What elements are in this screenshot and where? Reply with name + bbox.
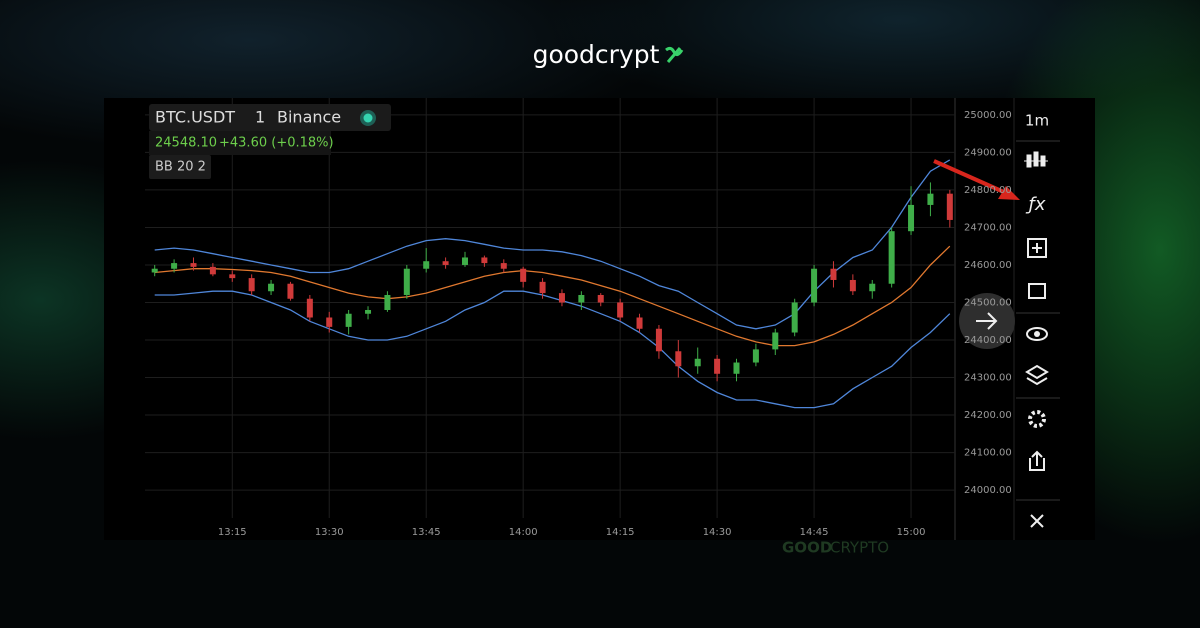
candle-body [481, 257, 488, 264]
candle-body [442, 261, 449, 265]
y-tick-label: 24200.00 [964, 410, 1012, 421]
candles-button[interactable] [1024, 151, 1048, 168]
annotation-arrow [933, 159, 1007, 195]
x-tick-label: 13:30 [315, 527, 344, 538]
candle-body [151, 268, 158, 273]
y-tick-label: 24000.00 [964, 485, 1012, 496]
candle-body [209, 266, 216, 275]
scroll-arrow [976, 312, 998, 330]
status-dot [363, 113, 373, 123]
x-tick-label: 14:45 [800, 527, 829, 538]
price-change: +43.60 (+0.18%) [219, 136, 334, 151]
y-tick-label: 25000.00 [964, 110, 1012, 121]
x-tick-label: 14:15 [606, 527, 635, 538]
candle-body [578, 294, 585, 303]
candle-body [345, 313, 352, 327]
candle-body [694, 358, 701, 367]
interval[interactable]: 1 [255, 108, 265, 127]
candle-body [384, 294, 391, 310]
y-tick-label: 24100.00 [964, 448, 1012, 459]
candle-body [888, 231, 895, 284]
x-tick-label: 15:00 [897, 527, 926, 538]
candle-body [733, 362, 740, 374]
candle-body [617, 302, 624, 318]
x-tick-label: 13:45 [412, 527, 441, 538]
candle-body [268, 283, 275, 292]
y-tick-label: 24800.00 [964, 185, 1012, 196]
legend-bg [149, 104, 391, 131]
candle-body [229, 274, 236, 279]
band-line [154, 159, 951, 330]
y-tick-label: 24500.00 [964, 297, 1012, 308]
candle-body [461, 257, 468, 265]
candle-body [772, 332, 779, 350]
candle-body [927, 193, 934, 205]
y-tick-label: 24300.00 [964, 373, 1012, 384]
drawing-button[interactable] [1027, 238, 1047, 258]
candle-body [558, 293, 565, 303]
candle-body [869, 283, 876, 292]
candle-body [597, 294, 604, 303]
visibility-button[interactable] [1026, 327, 1048, 341]
candle-body [326, 317, 333, 327]
candle-body [946, 193, 953, 220]
candle-body [171, 263, 178, 269]
settings-button[interactable] [1028, 410, 1046, 428]
x-tick-label: 13:15 [218, 527, 247, 538]
y-tick-label: 24400.00 [964, 335, 1012, 346]
visibility-pupil [1034, 331, 1040, 337]
price-bg [149, 131, 331, 155]
candle-body [714, 358, 721, 374]
interval-button[interactable]: 1m [1025, 112, 1049, 130]
candle-body [849, 279, 856, 292]
y-tick-label: 24600.00 [964, 260, 1012, 271]
candle-body [287, 283, 294, 299]
close-button[interactable] [1030, 514, 1044, 528]
x-tick-label: 14:30 [703, 527, 732, 538]
candle-body [811, 268, 818, 303]
chart-panel [104, 98, 1095, 540]
template-button[interactable] [1028, 283, 1046, 299]
candle-body [655, 328, 662, 352]
share-button[interactable] [1029, 450, 1045, 471]
indicator-bg [149, 155, 211, 179]
candle-body [365, 309, 372, 314]
x-tick-label: 14:00 [509, 527, 538, 538]
indicators-button[interactable]: ƒx [1026, 194, 1046, 215]
candle-body [791, 302, 798, 333]
y-tick-label: 24700.00 [964, 222, 1012, 233]
logo: goodcrypt [533, 40, 660, 69]
candle-body [500, 263, 507, 269]
band-line [154, 245, 951, 347]
drawing-plus [1032, 243, 1042, 253]
watermark: CRYPTO [830, 539, 889, 557]
candle-body [306, 298, 313, 318]
annotation-arrowhead [998, 186, 1020, 200]
y-tick-label: 24900.00 [964, 147, 1012, 158]
symbol[interactable]: BTC.USDT [155, 108, 235, 127]
candle-body [675, 351, 682, 367]
candle-body [908, 204, 915, 232]
exchange[interactable]: Binance [277, 108, 341, 127]
candle-body [752, 349, 759, 363]
layers-button[interactable] [1025, 364, 1049, 386]
indicator[interactable]: BB 20 2 [155, 160, 206, 175]
watermark: GOOD [782, 539, 832, 557]
candle-body [636, 317, 643, 329]
candle-body [403, 268, 410, 295]
candle-body [423, 261, 430, 269]
candle-body [830, 268, 837, 280]
candle-body [190, 263, 197, 267]
candle-body [248, 278, 255, 292]
candle-body [539, 281, 546, 294]
band-line [154, 290, 951, 409]
logo-mark [665, 46, 684, 63]
candle-body [520, 268, 527, 282]
plot [145, 98, 955, 518]
last-price: 24548.10 [155, 136, 217, 151]
